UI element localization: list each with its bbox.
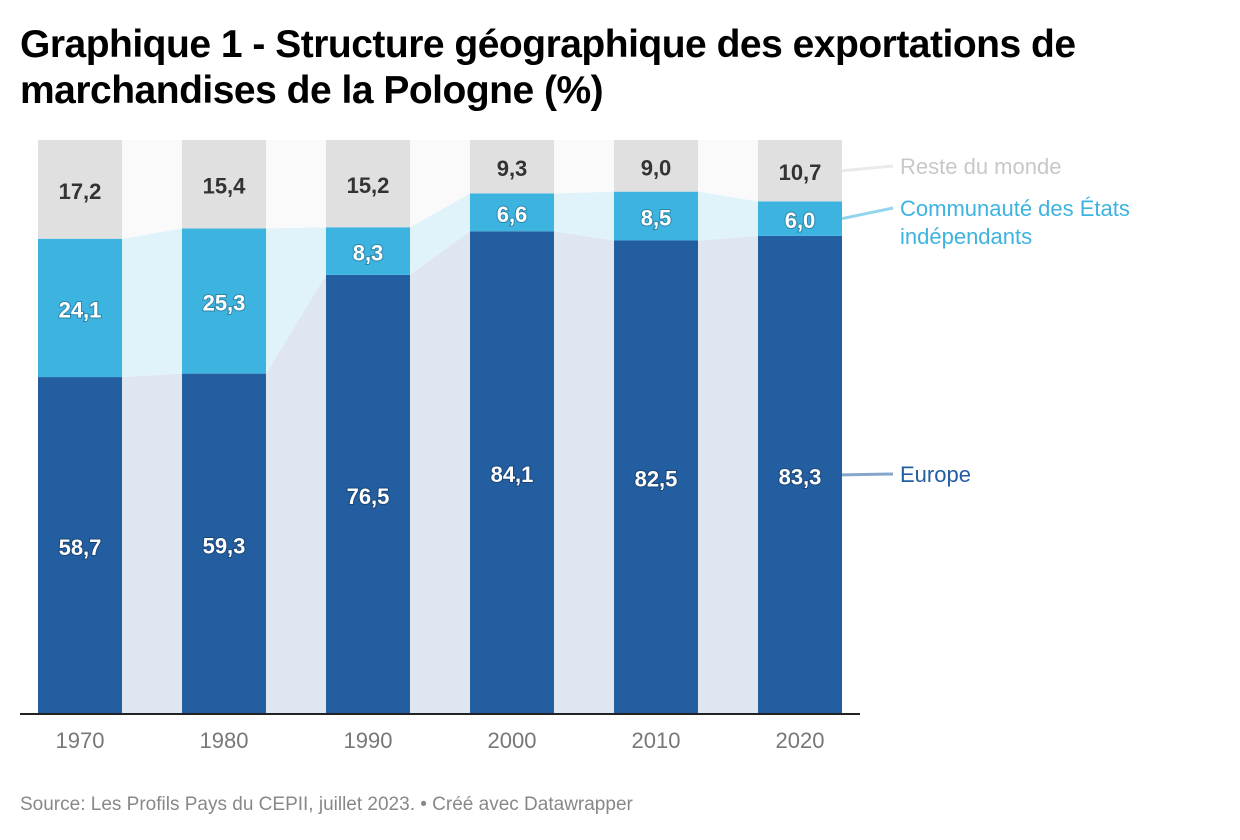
bar-segment [470,193,554,232]
data-label: 84,1 [491,462,534,487]
bar-segment [470,231,554,715]
data-label: 25,3 [203,291,246,316]
connector-area-reste-du-monde [698,140,758,202]
legend-label: indépendants [900,224,1032,249]
source-note: Source: Les Profils Pays du CEPII, juill… [20,794,633,815]
data-label: 83,3 [779,464,822,489]
connector-area-communaut-des-tats-ind-pendants [698,191,758,241]
bar-segment [326,274,410,714]
x-axis-ticks: 1970 1980 1990 2000 2010 2020 [56,728,825,753]
x-tick-label: 2020 [776,728,825,753]
bar-segment [182,373,266,714]
bar-segment [758,235,842,714]
legend-label: Communauté des États [900,196,1130,221]
legend-leader-line [841,206,894,221]
bars [38,140,842,715]
bar-segment [470,140,554,194]
connector-area-europe [266,274,326,714]
bar-segment [182,140,266,229]
data-label: 8,3 [353,241,384,266]
x-tick-label: 1980 [200,728,249,753]
x-tick-label: 1970 [56,728,105,753]
connector-area-communaut-des-tats-ind-pendants [266,227,326,374]
connector-area-reste-du-monde [122,140,182,239]
connector-area-communaut-des-tats-ind-pendants [410,193,470,275]
legend-label: Europe [900,462,971,487]
bar-segment [614,140,698,192]
data-label: 6,0 [785,208,816,233]
legend-leader-line [841,472,894,477]
data-label: 24,1 [59,297,102,322]
data-label: 15,2 [347,173,390,198]
segment-labels: 58,7 24,1 17,2 59,3 25,3 15,4 76,5 8,3 15,2 84,1 6… [58,155,823,561]
bar-segment [38,238,122,378]
connector-area-europe [122,373,182,714]
connector-area-communaut-des-tats-ind-pendants [122,228,182,378]
data-label: 8,5 [641,206,672,231]
chart-title: Graphique 1 - Structure géographique des… [20,23,1076,112]
data-label: 6,6 [497,202,528,227]
bar-segment [326,140,410,228]
data-label: 15,4 [203,174,247,199]
connector-area-reste-du-monde [266,140,326,229]
connector-area-reste-du-monde [554,140,614,194]
x-tick-label: 2000 [488,728,537,753]
data-label: 59,3 [203,533,246,558]
legend-leader-line [841,164,894,173]
bar-segment [758,140,842,202]
data-label: 17,2 [59,179,102,204]
data-label: 82,5 [635,467,678,492]
legend: Reste du monde Communauté des États indépe… [841,154,1130,487]
bar-segment [614,240,698,714]
connector-area-europe [698,235,758,714]
data-label: 9,0 [641,155,672,180]
data-label: 76,5 [347,484,390,509]
bar-segment [758,201,842,236]
connector-area-communaut-des-tats-ind-pendants [554,191,614,241]
x-tick-label: 2010 [632,728,681,753]
legend-label: Reste du monde [900,154,1061,179]
connector-areas [122,140,758,715]
data-label: 10,7 [779,160,822,185]
bar-segment [38,140,122,239]
bar-segment [38,377,122,714]
bar-segment [614,191,698,241]
bar-segment [182,228,266,374]
data-label: 58,7 [59,535,102,560]
connector-area-europe [554,231,614,715]
bar-segment [326,227,410,275]
connector-area-reste-du-monde [410,140,470,228]
data-label: 9,3 [497,156,528,181]
connector-area-europe [410,231,470,715]
x-tick-label: 1990 [344,728,393,753]
